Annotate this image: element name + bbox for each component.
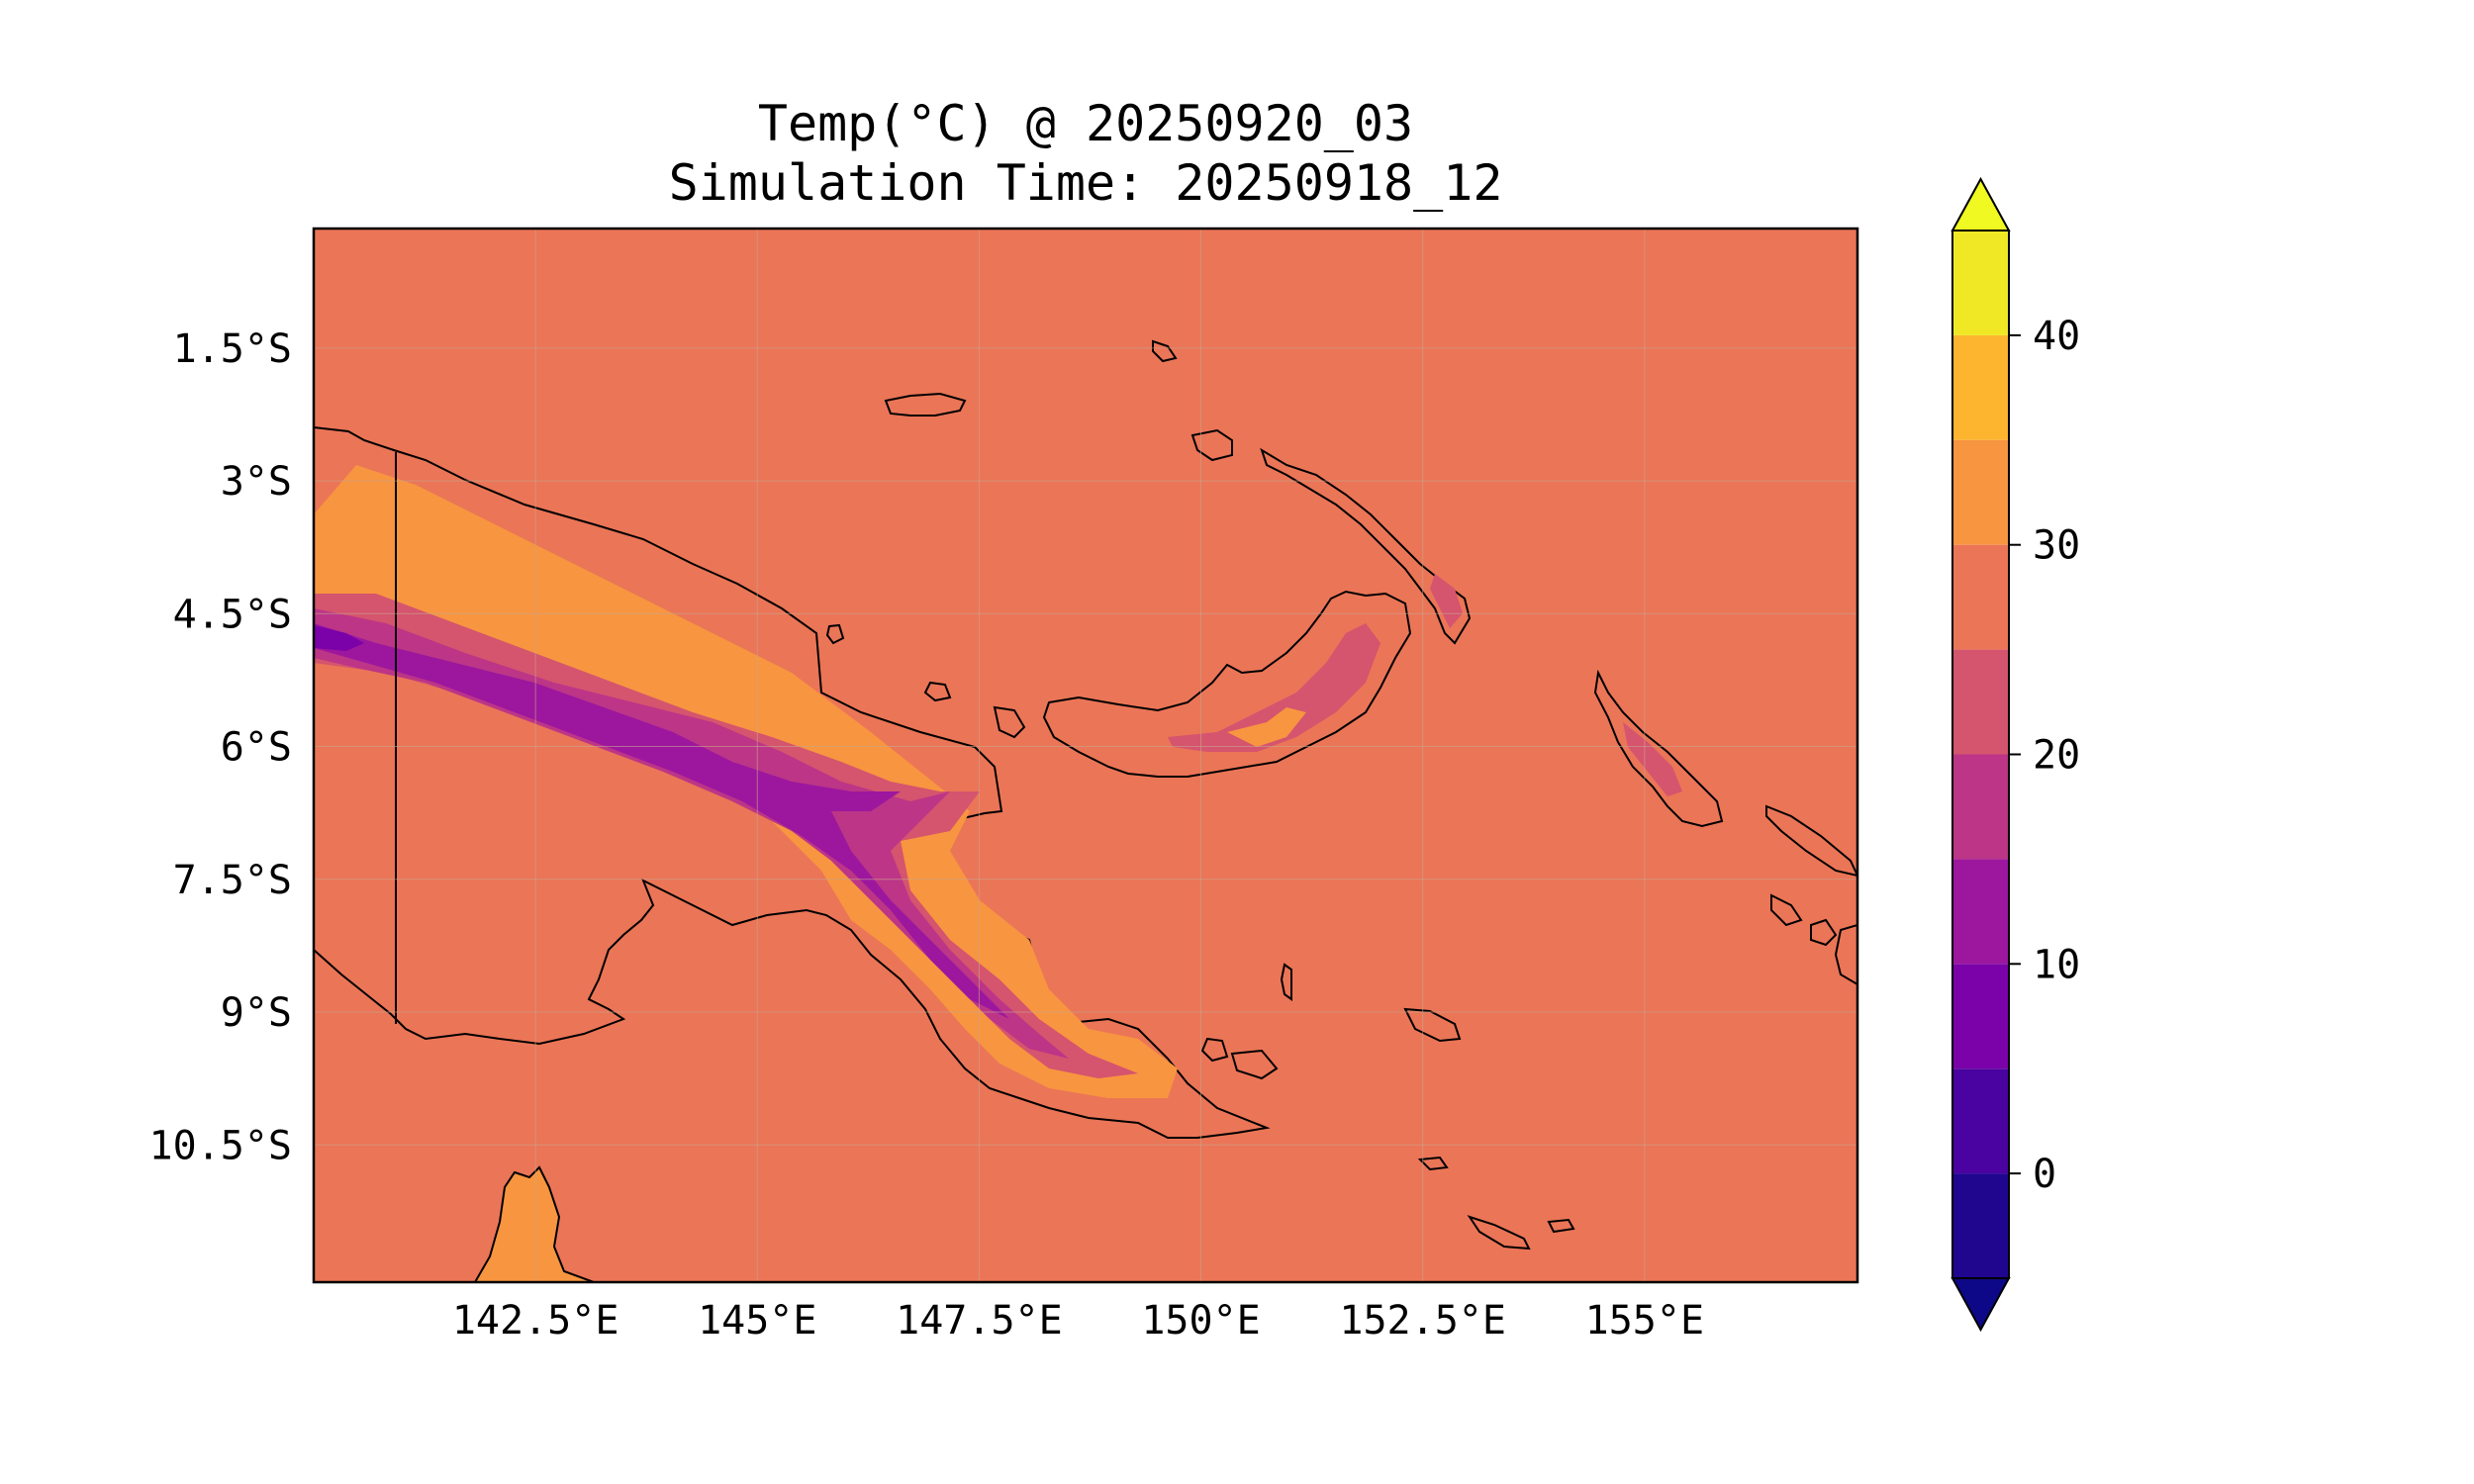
colorbar-level: [1952, 964, 2009, 1069]
map-border: [312, 227, 1859, 1284]
lat-tick-label: 6°S: [221, 725, 292, 771]
colorbar-level: [1952, 439, 2009, 545]
colorbar-tick-label: 40: [2033, 314, 2080, 359]
lat-tick-label: 4.5°S: [173, 592, 292, 637]
small-island-h: [1230, 1049, 1279, 1080]
map-panel: 142.5°E 145°E 147.5°E 150°E 152.5°E 155°E 1.5°…: [149, 227, 1859, 1344]
colorbar-level: [1952, 231, 2009, 335]
colorbar-level: [1952, 1068, 2009, 1174]
solomon-island-2: [1770, 893, 1803, 927]
colorbar-tick-label: 30: [2033, 523, 2080, 569]
title-line-1: Temp(°C) @ 20250920_03: [757, 95, 1414, 152]
small-island-c: [923, 681, 952, 702]
highland-peak-5-10: [314, 625, 364, 651]
new-britain-land: [1042, 590, 1412, 778]
small-island-j: [1547, 1218, 1575, 1234]
colorbar-under-arrow: [1951, 1277, 2011, 1333]
new-ireland-band-20-25: [1430, 574, 1463, 628]
lon-tick-label: 145°E: [698, 1298, 816, 1344]
land-temperature-layer: [314, 339, 1857, 1282]
lat-tick-label: 10.5°S: [149, 1123, 293, 1168]
colorbar-level: [1952, 544, 2009, 650]
small-island-b: [1190, 428, 1233, 462]
manus-island: [884, 392, 967, 417]
small-island-a: [1152, 339, 1178, 363]
small-island-e: [825, 623, 845, 645]
colorbar-level: [1952, 859, 2009, 965]
cape-york-land: [473, 1165, 595, 1282]
map-gridlines: [314, 229, 1857, 1282]
colorbar-tick-label: 10: [2033, 942, 2080, 987]
lon-tick-label: 147.5°E: [896, 1298, 1063, 1344]
solomon-island-1: [1765, 804, 1857, 878]
lon-tick-label: 150°E: [1141, 1298, 1260, 1344]
colorbar-level: [1952, 754, 2009, 860]
lat-tick-label: 3°S: [221, 459, 292, 505]
colorbar-tick-label: 20: [2033, 733, 2080, 779]
solomon-island-3: [1810, 918, 1838, 947]
small-island-k: [1280, 963, 1292, 1001]
lon-tick-label: 142.5°E: [452, 1298, 619, 1344]
bougainville-band-20-25: [1623, 722, 1682, 796]
colorbar: 0 10 20 30 40: [1951, 176, 2080, 1333]
small-island-i: [1467, 1215, 1531, 1251]
small-island-d: [993, 705, 1026, 739]
highland-band-10-15: [314, 623, 1009, 1019]
solomon-island-4: [1834, 923, 1857, 986]
colorbar-level: [1952, 649, 2009, 755]
lat-tick-label: 1.5°S: [173, 326, 292, 372]
map-title: Temp(°C) @ 20250920_03 Simulation Time: …: [314, 94, 1857, 213]
colorbar-level: [1952, 1173, 2009, 1278]
new-britain-band-30-35: [1227, 707, 1306, 747]
title-line-2: Simulation Time: 20250918_12: [668, 154, 1503, 212]
small-island-f: [1403, 1007, 1462, 1043]
small-island-l: [1417, 1156, 1449, 1171]
lat-tick-label: 9°S: [221, 990, 292, 1036]
lon-tick-label: 155°E: [1585, 1298, 1704, 1344]
map-ticks: 142.5°E 145°E 147.5°E 150°E 152.5°E 155°E 1.5°…: [149, 326, 1705, 1344]
bougainville-land: [1593, 669, 1724, 828]
colorbar-level: [1952, 334, 2009, 440]
lon-tick-label: 152.5°E: [1339, 1298, 1506, 1344]
colorbar-tick-label: 0: [2033, 1152, 2056, 1197]
lat-tick-label: 7.5°S: [173, 858, 292, 903]
colorbar-over-arrow: [1951, 176, 2011, 232]
small-island-g: [1200, 1037, 1229, 1063]
